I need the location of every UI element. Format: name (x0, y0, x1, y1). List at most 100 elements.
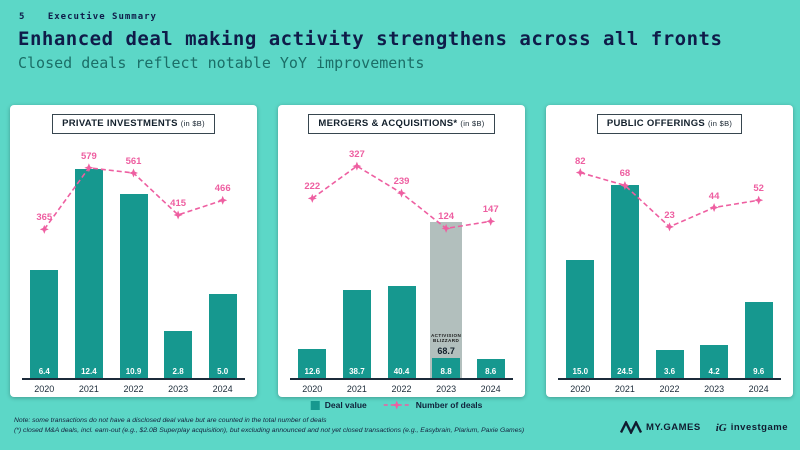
logo-line: BLIZZARD (433, 338, 460, 344)
year-label: 2022 (391, 384, 412, 394)
year-label: 2024 (480, 384, 501, 394)
deals-count-label-2023: 415 (170, 197, 187, 209)
deal-value-label: 8.6 (485, 367, 497, 376)
deal-value-label: 12.4 (81, 367, 97, 376)
x-axis: 2020 2021 2022 2023 2024 (558, 378, 781, 396)
legend-deal-value: Deal value (310, 400, 367, 410)
card-title-text: PUBLIC OFFERINGS (606, 118, 706, 129)
deals-marker-icon (307, 193, 317, 203)
excluded-deal-bar: ACTIVISION BLIZZARD 68.7 (430, 222, 463, 378)
x-axis: 2020 2021 2022 2023 2024 (22, 378, 245, 396)
deal-value-bar-2021: 38.7 (342, 290, 371, 378)
footnote-asterisk: (*) closed M&A deals, incl. earn-out (e.… (14, 427, 525, 434)
deals-count-label-2024: 52 (753, 183, 764, 195)
deals-count-label-2023: 124 (438, 211, 455, 223)
deals-count-label-2021: 327 (348, 149, 365, 161)
investgame-logo: iG investgame (716, 422, 788, 434)
x-axis: 2020 2021 2022 2023 2024 (290, 378, 513, 396)
deals-marker-icon (129, 168, 138, 178)
page-meta: 5 Executive Summary (19, 12, 157, 22)
mygames-wordmark: MY.GAMES (646, 422, 701, 433)
deals-marker-icon (441, 223, 451, 233)
activision-blizzard-logo: ACTIVISION BLIZZARD (430, 333, 462, 343)
year-label: 2020 (34, 384, 55, 394)
card-title-unit: (in $B) (460, 119, 485, 128)
year-label: 2023 (704, 384, 725, 394)
chart-cards: PRIVATE INVESTMENTS (in $B) 6.4 12.4 10.9 2… (10, 105, 793, 397)
logo-line: ACTIVISION (430, 333, 462, 339)
deals-marker-icon (173, 210, 183, 220)
deals-marker-icon (352, 161, 362, 171)
chart-plot: ACTIVISION BLIZZARD 68.7 12.6 38.7 40.4 8.8 8.6… (290, 142, 513, 378)
card-title-text: MERGERS & ACQUISITIONS* (318, 118, 458, 129)
deals-marker-icon (397, 188, 406, 198)
deal-value-bar-2024: 8.6 (476, 358, 505, 378)
card-title: PRIVATE INVESTMENTS (in $B) (52, 114, 215, 134)
deal-value-label: 3.6 (663, 367, 676, 376)
deals-trend-line (307, 161, 496, 233)
slide-subtitle: Closed deals reflect notable YoY improve… (18, 54, 425, 72)
chart-legend: Deal value Number of deals (310, 400, 483, 410)
legend-number-of-deals-label: Number of deals (415, 400, 483, 410)
deal-value-bar-2020: 15.0 (566, 260, 595, 378)
deal-value-label: 4.2 (708, 367, 720, 376)
deals-count-label-2024: 147 (482, 204, 499, 216)
deal-value-bar-2022: 40.4 (387, 286, 416, 378)
year-label: 2022 (659, 384, 680, 394)
public-offerings-card: PUBLIC OFFERINGS (in $B) 15.0 24.5 3.6 4.2 9… (546, 105, 793, 397)
year-label: 2023 (168, 384, 189, 394)
deals-marker-icon (39, 224, 49, 234)
year-label: 2021 (614, 384, 635, 394)
card-title-text: PRIVATE INVESTMENTS (62, 118, 178, 129)
deal-value-bar-2022: 10.9 (119, 194, 148, 378)
deal-value-bar-2020: 6.4 (30, 270, 59, 378)
card-title-box: MERGERS & ACQUISITIONS* (in $B) (278, 114, 525, 134)
deals-marker-icon (84, 163, 94, 173)
deals-marker-icon (575, 168, 585, 178)
year-label: 2024 (212, 384, 233, 394)
card-title-box: PUBLIC OFFERINGS (in $B) (546, 114, 793, 134)
deal-value-label: 2.8 (172, 367, 184, 376)
deal-value-bar-2021: 24.5 (610, 185, 639, 378)
card-title: MERGERS & ACQUISITIONS* (in $B) (308, 114, 495, 134)
deal-value-label: 9.6 (753, 367, 765, 376)
deals-marker-icon (620, 180, 630, 190)
deal-value-bar-2023: 2.8 (164, 330, 193, 378)
deal-value-bar-2023: 4.2 (700, 344, 729, 378)
investgame-mark-icon: iG (715, 421, 727, 434)
deals-count-label-2022: 23 (664, 209, 675, 221)
deal-value-swatch-icon (310, 400, 320, 410)
deal-value-label: 8.8 (440, 367, 452, 376)
mygames-mark-icon (620, 421, 643, 434)
deal-value-bar-2022: 3.6 (655, 349, 684, 378)
chart-plot: 15.0 24.5 3.6 4.2 9.6 82 68 23 44 52 (558, 142, 781, 378)
deal-value-label: 10.9 (125, 367, 142, 376)
deals-marker-icon (754, 195, 764, 205)
deal-value-label: 15.0 (572, 367, 589, 376)
deals-count-label-2020: 222 (304, 181, 321, 193)
footer-logos: MY.GAMES iG investgame (620, 421, 788, 434)
deal-value-bar-2023: 8.8 (432, 358, 461, 378)
deals-count-label-2023: 44 (708, 190, 720, 202)
legend-deal-value-label: Deal value (324, 400, 367, 410)
mygames-logo: MY.GAMES (620, 421, 701, 434)
deals-count-label-2024: 466 (214, 183, 231, 195)
deals-count-label-2020: 82 (575, 155, 586, 167)
deals-count-label-2021: 68 (619, 168, 631, 180)
year-label: 2020 (570, 384, 591, 394)
mergers-acquisitions-card: MERGERS & ACQUISITIONS* (in $B) ACTIVISI… (278, 105, 525, 397)
deal-value-label: 40.4 (393, 367, 410, 376)
section-label: Executive Summary (47, 12, 157, 22)
year-label: 2022 (123, 384, 144, 394)
deals-trend-line (575, 168, 764, 232)
deal-value-bar-2021: 12.4 (74, 168, 103, 378)
deals-trend-line (39, 163, 228, 234)
year-label: 2020 (302, 384, 323, 394)
deal-value-label: 38.7 (349, 367, 365, 376)
legend-number-of-deals: Number of deals (383, 400, 483, 410)
deals-marker-icon (486, 216, 496, 226)
card-title-unit: (in $B) (707, 119, 733, 128)
deal-value-bar-2020: 12.6 (298, 349, 327, 378)
card-title-box: PRIVATE INVESTMENTS (in $B) (10, 114, 257, 134)
